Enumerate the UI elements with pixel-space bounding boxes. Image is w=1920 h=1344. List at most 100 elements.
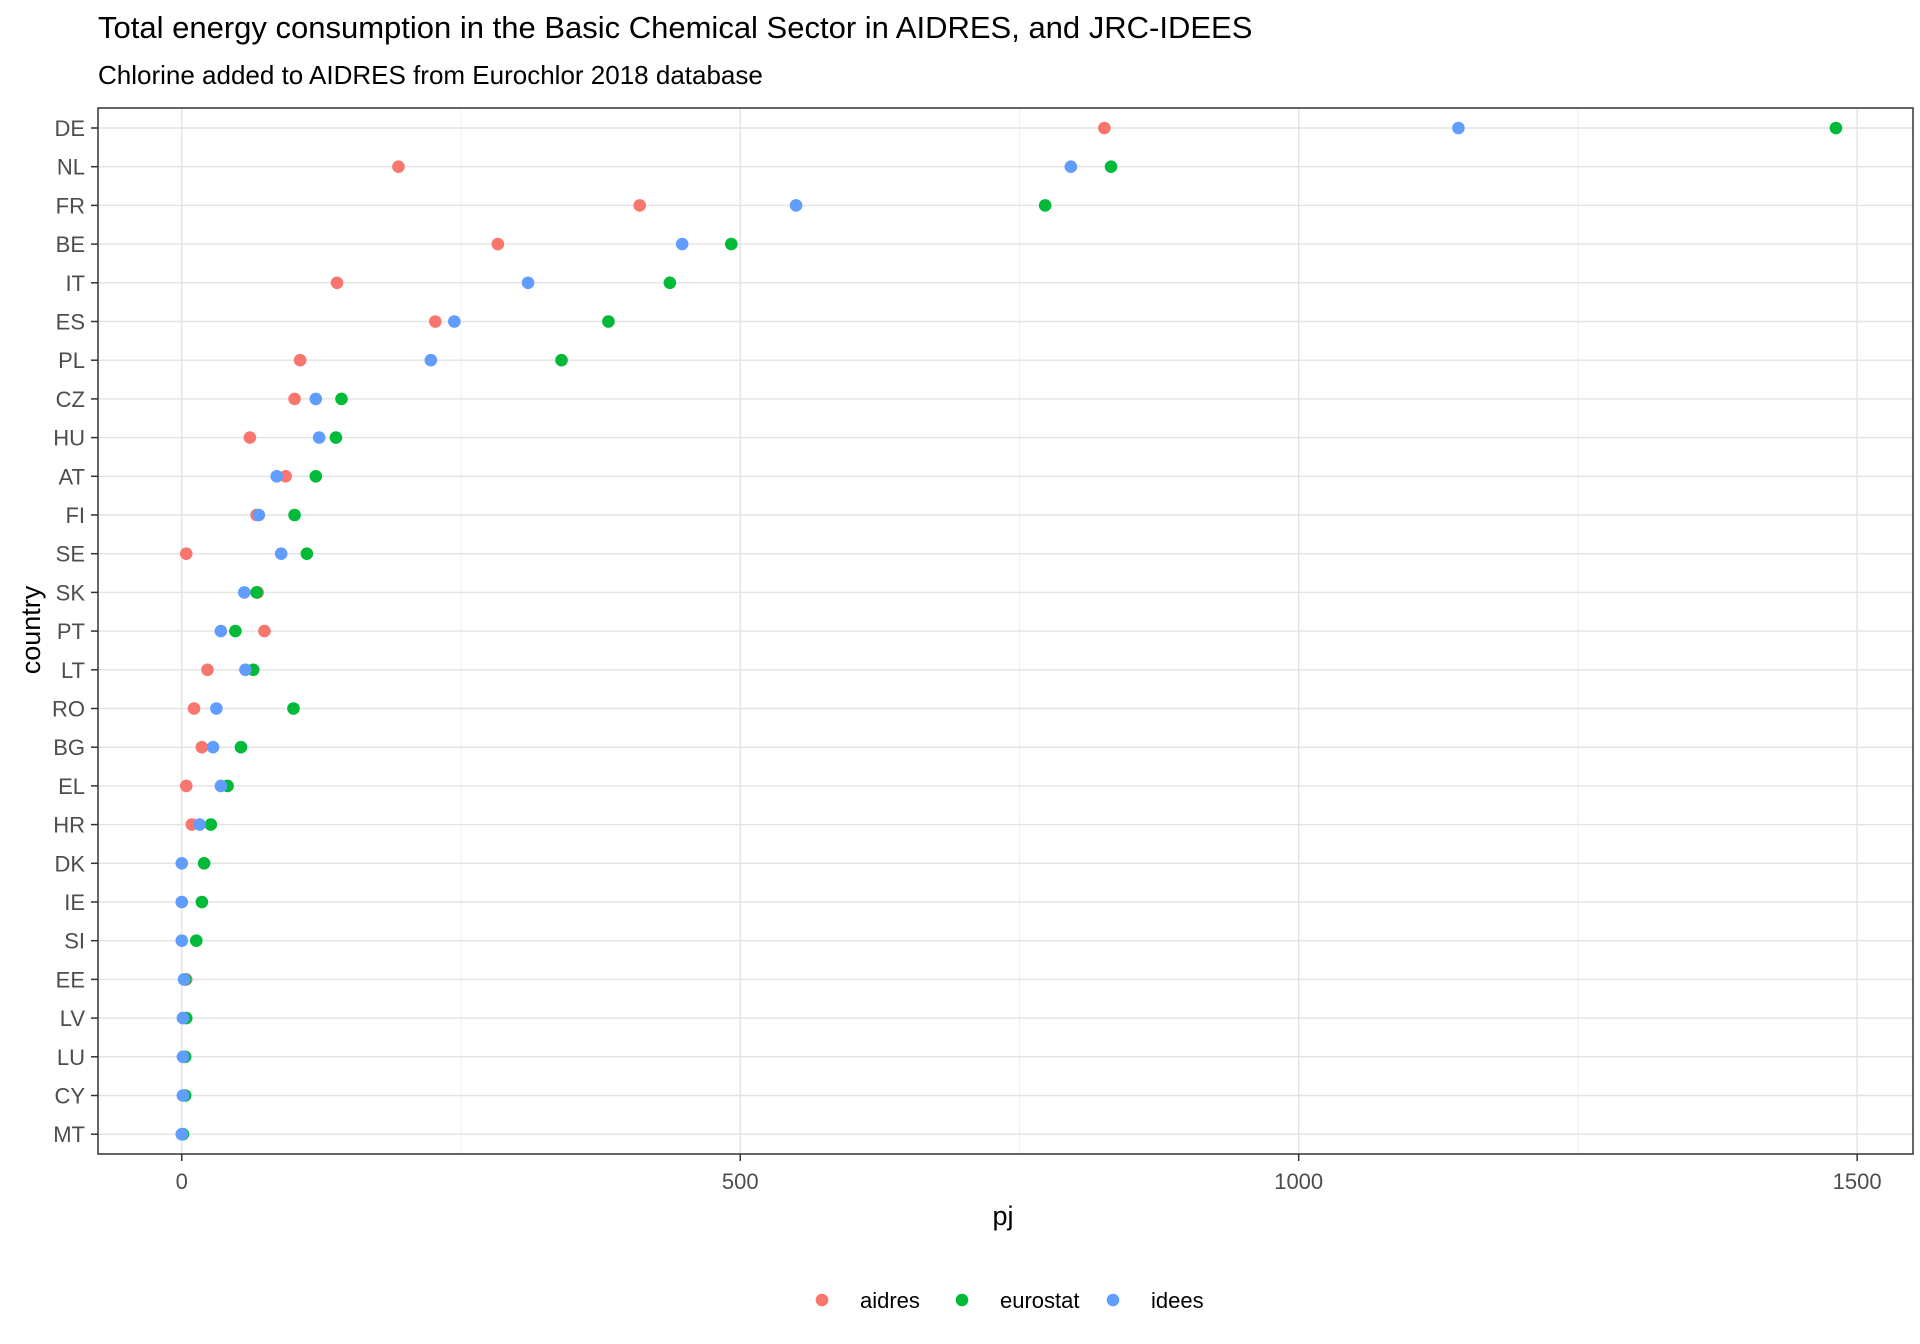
chart-subtitle: Chlorine added to AIDRES from Eurochlor … <box>98 60 763 90</box>
point-idees-se <box>274 547 288 560</box>
y-tick-label-bg: BG <box>53 735 85 760</box>
point-idees-at <box>270 470 284 483</box>
y-tick-label-ie: IE <box>64 890 85 915</box>
x-tick-label: 500 <box>722 1169 759 1194</box>
y-tick-label-lv: LV <box>60 1006 86 1031</box>
legend-key-aidres <box>815 1293 829 1307</box>
point-idees-ro <box>210 702 223 715</box>
legend-key-eurostat <box>955 1293 969 1307</box>
legend-label-idees: idees <box>1151 1288 1204 1313</box>
point-aidres-pl <box>293 353 307 367</box>
point-aidres-at <box>279 470 292 483</box>
y-tick-label-lu: LU <box>57 1045 85 1070</box>
point-idees-cz <box>309 392 323 406</box>
point-idees-lt <box>239 663 252 677</box>
grid-lines <box>98 108 1913 1154</box>
point-aidres-cz <box>288 392 301 406</box>
y-tick-label-de: DE <box>54 116 85 141</box>
point-idees-lv <box>176 1011 190 1025</box>
point-idees-fi <box>252 508 266 522</box>
chart-title: Total energy consumption in the Basic Ch… <box>98 10 1253 45</box>
point-eurostat-de <box>1829 121 1843 135</box>
point-eurostat-es <box>602 315 615 328</box>
point-eurostat-it <box>663 276 677 290</box>
point-aidres-de <box>1098 121 1111 135</box>
legend-label-aidres: aidres <box>860 1288 920 1313</box>
point-eurostat-fr <box>1038 199 1052 212</box>
point-aidres-se <box>179 547 193 560</box>
point-idees-si <box>175 934 189 947</box>
point-idees-be <box>675 237 689 251</box>
point-aidres-it <box>330 276 344 290</box>
x-axis-label: pj <box>992 1201 1013 1231</box>
point-idees-lu <box>176 1050 190 1064</box>
point-idees-nl <box>1064 160 1078 173</box>
chart-legend: aidres eurostat idees <box>815 1288 1204 1313</box>
point-idees-el <box>214 779 228 793</box>
y-tick-label-it: IT <box>65 271 85 296</box>
point-idees-hr <box>193 818 206 831</box>
y-tick-label-fi: FI <box>65 503 85 528</box>
point-idees-hu <box>312 431 326 444</box>
y-tick-label-lt: LT <box>61 658 85 683</box>
y-tick-label-mt: MT <box>53 1122 85 1147</box>
data-points <box>175 121 1843 1141</box>
y-tick-label-fr: FR <box>56 193 85 218</box>
point-aidres-be <box>491 237 505 251</box>
point-aidres-hu <box>243 431 257 444</box>
y-axis-ticks: DE NL FR BE IT ES PL CZ HU AT FI SE SK PT LT RO BG EL HR DK… <box>52 116 98 1147</box>
y-tick-label-pt: PT <box>57 619 85 644</box>
point-eurostat-be <box>724 237 738 251</box>
y-tick-label-se: SE <box>56 542 85 567</box>
legend-key-idees <box>1106 1293 1120 1307</box>
point-idees-de <box>1452 121 1465 135</box>
x-tick-label: 1000 <box>1274 1169 1323 1194</box>
y-tick-label-be: BE <box>56 232 85 257</box>
point-eurostat-nl <box>1104 160 1118 173</box>
point-eurostat-bg <box>234 740 248 754</box>
point-idees-ee <box>177 973 191 986</box>
point-eurostat-hr <box>204 818 218 831</box>
y-tick-label-si: SI <box>64 929 85 954</box>
point-aidres-fr <box>633 199 647 212</box>
point-idees-fr <box>789 199 803 212</box>
x-tick-label: 1500 <box>1833 1169 1882 1194</box>
point-idees-ie <box>175 895 189 909</box>
y-tick-label-nl: NL <box>57 155 85 180</box>
point-eurostat-se <box>300 547 314 560</box>
point-eurostat-dk <box>197 857 211 870</box>
point-aidres-el <box>179 779 193 793</box>
point-idees-es <box>447 315 461 328</box>
point-eurostat-fi <box>288 508 301 522</box>
point-idees-mt <box>175 1127 189 1141</box>
point-eurostat-cz <box>335 392 348 406</box>
y-tick-label-es: ES <box>56 310 85 335</box>
point-idees-bg <box>206 740 220 754</box>
y-tick-label-dk: DK <box>54 851 85 876</box>
point-eurostat-si <box>189 934 203 947</box>
point-eurostat-sk <box>250 586 263 599</box>
point-aidres-ro <box>187 702 201 715</box>
point-aidres-nl <box>392 160 405 173</box>
y-axis-label: country <box>16 585 46 674</box>
y-tick-label-at: AT <box>59 464 85 489</box>
y-tick-label-ro: RO <box>52 697 85 722</box>
y-tick-label-sk: SK <box>56 580 86 605</box>
point-idees-sk <box>238 586 251 599</box>
point-idees-pt <box>214 624 228 638</box>
y-tick-label-pl: PL <box>58 348 85 373</box>
point-eurostat-pl <box>555 353 568 367</box>
x-axis-ticks: 0 500 1000 1500 <box>176 1154 1882 1194</box>
point-eurostat-ie <box>195 895 209 909</box>
point-aidres-lt <box>201 663 214 677</box>
x-tick-label: 0 <box>176 1169 188 1194</box>
point-eurostat-at <box>309 470 323 483</box>
point-aidres-pt <box>258 624 271 638</box>
point-idees-pl <box>424 353 438 367</box>
point-eurostat-pt <box>229 624 242 638</box>
y-tick-label-el: EL <box>58 774 85 799</box>
point-idees-dk <box>175 857 189 870</box>
point-aidres-es <box>429 315 442 328</box>
y-tick-label-cy: CY <box>54 1084 85 1109</box>
